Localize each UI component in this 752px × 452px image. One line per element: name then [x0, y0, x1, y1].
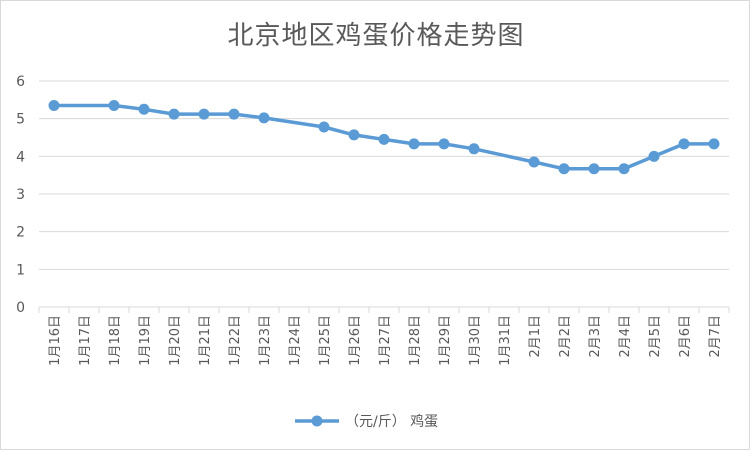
- data-point-2月5日: [648, 150, 660, 162]
- data-point-2月2日: [558, 163, 570, 175]
- x-tick-label: 1月19日: [138, 315, 153, 366]
- legend: （元/斤） 鸡蛋: [295, 413, 438, 430]
- data-point-2月4日: [618, 163, 630, 175]
- data-point-2月7日: [708, 138, 720, 150]
- data-point-2月1日: [528, 156, 540, 168]
- x-tick-label: 2月6日: [678, 315, 693, 358]
- x-tick-label: 1月20日: [168, 315, 183, 366]
- y-tick-label: 5: [16, 112, 25, 128]
- data-point-1月25日: [318, 121, 330, 133]
- x-tick-label: 1月22日: [228, 315, 243, 366]
- x-tick-label: 1月31日: [498, 315, 513, 366]
- x-axis-ticks: 1月16日 1月17日 1月18日 1月19日 1月20日 1月21日 1月22日 1月23日…: [38, 307, 730, 366]
- x-tick-label: 1月17日: [78, 315, 93, 366]
- x-tick-label: 2月3日: [588, 315, 603, 358]
- x-tick-label: 2月1日: [528, 315, 543, 358]
- data-point-1月21日: [198, 108, 210, 120]
- data-point-1月30日: [468, 143, 480, 155]
- x-tick-label: 1月24日: [288, 315, 303, 366]
- x-tick-label: 2月5日: [648, 315, 663, 358]
- gridlines: [39, 80, 729, 308]
- data-point-1月19日: [138, 103, 150, 115]
- data-point-1月23日: [258, 112, 270, 124]
- data-point-2月3日: [588, 163, 600, 175]
- x-tick-label: 1月27日: [378, 315, 393, 366]
- x-tick-label: 1月29日: [438, 315, 453, 366]
- x-tick-label: 1月21日: [198, 315, 213, 366]
- y-tick-label: 3: [16, 187, 25, 203]
- data-point-2月6日: [678, 138, 690, 150]
- y-tick-label: 1: [16, 262, 25, 278]
- x-tick-label: 1月30日: [468, 315, 483, 366]
- x-tick-label: 2月2日: [558, 315, 573, 358]
- x-tick-label: 1月23日: [258, 315, 273, 366]
- legend-label: （元/斤） 鸡蛋: [345, 413, 438, 430]
- x-tick-label: 1月18日: [108, 315, 123, 366]
- y-tick-label: 0: [16, 300, 25, 316]
- x-tick-label: 1月16日: [48, 315, 63, 366]
- data-point-1月29日: [438, 138, 450, 150]
- data-point-1月20日: [168, 108, 180, 120]
- x-tick-label: 1月26日: [348, 315, 363, 366]
- x-tick-label: 2月7日: [708, 315, 723, 358]
- series-points: [48, 99, 720, 175]
- legend-point-marker: [311, 415, 323, 427]
- x-tick-label: 1月25日: [318, 315, 333, 366]
- data-point-1月16日: [48, 99, 60, 111]
- y-axis-ticks: 0 1 2 3 4 5 6: [16, 74, 25, 316]
- data-point-1月27日: [378, 133, 390, 145]
- data-point-1月18日: [108, 99, 120, 111]
- y-tick-label: 6: [16, 74, 25, 90]
- data-point-1月22日: [228, 108, 240, 120]
- y-tick-label: 4: [16, 149, 25, 165]
- data-point-1月28日: [408, 138, 420, 150]
- x-tick-label: 1月28日: [408, 315, 423, 366]
- y-tick-label: 2: [16, 225, 25, 241]
- data-point-1月26日: [348, 129, 360, 141]
- x-tick-label: 2月4日: [618, 315, 633, 358]
- chart-title: 北京地区鸡蛋价格走势图: [227, 21, 525, 51]
